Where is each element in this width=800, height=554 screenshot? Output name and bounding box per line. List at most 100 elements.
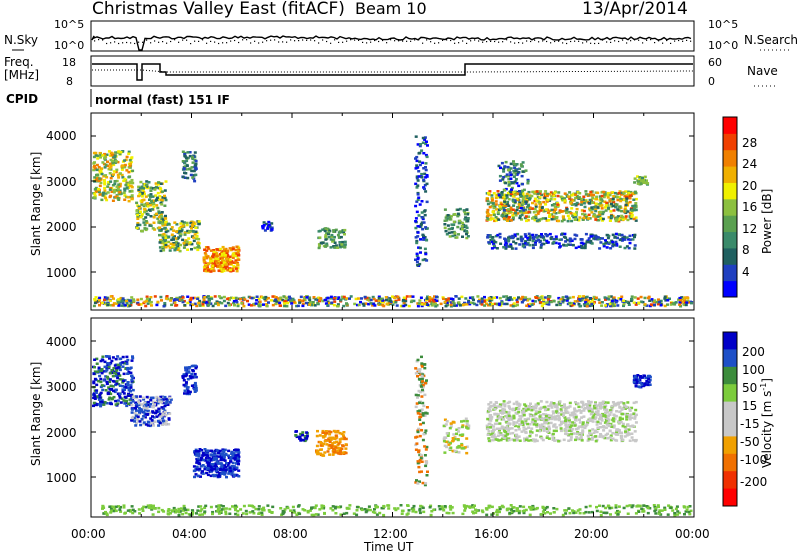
heatmap-cell — [449, 446, 453, 449]
heatmap-cell — [343, 240, 347, 244]
heatmap-cell — [182, 373, 186, 376]
noise-search-point — [162, 41, 164, 43]
heatmap-cell — [448, 218, 452, 221]
heatmap-cell — [684, 303, 688, 307]
heatmap-cell — [450, 223, 454, 226]
heatmap-cell — [92, 155, 96, 159]
heatmap-cell — [527, 232, 531, 236]
heatmap-cell — [336, 446, 340, 449]
heatmap-cell — [490, 204, 494, 208]
heatmap-cell — [299, 439, 303, 442]
heatmap-cell — [447, 300, 451, 303]
heatmap-cell — [159, 400, 163, 403]
heatmap-cell — [373, 304, 377, 307]
heatmap-cell — [130, 397, 133, 400]
heatmap-cell — [301, 438, 305, 442]
heatmap-cell — [207, 247, 211, 251]
heatmap-cell — [652, 300, 656, 304]
heatmap-cell — [137, 400, 141, 403]
heatmap-cell — [442, 297, 445, 301]
heatmap-cell — [102, 175, 106, 178]
heatmap-cell — [508, 422, 512, 425]
heatmap-cell — [121, 388, 125, 391]
heatmap-cell — [121, 390, 125, 393]
heatmap-cell — [614, 301, 618, 304]
heatmap-cell — [142, 421, 146, 424]
heatmap-cell — [598, 214, 602, 218]
heatmap-cell — [570, 301, 574, 305]
heatmap-cell — [507, 238, 511, 241]
heatmap-cell — [420, 304, 424, 308]
heatmap-cell — [321, 429, 325, 433]
heatmap-cell — [193, 246, 197, 250]
heatmap-cell — [202, 260, 206, 263]
freq-panel: Freq. [MHz] 18 8 60 0 Nave — [4, 55, 778, 88]
heatmap-cell — [94, 190, 98, 194]
heatmap-cell — [107, 150, 111, 153]
heatmap-cell — [414, 204, 418, 208]
heatmap-cell — [424, 190, 428, 193]
heatmap-cell — [183, 221, 186, 224]
heatmap-cell — [203, 448, 207, 451]
heatmap-cell — [114, 151, 118, 154]
power-axis-ticks — [90, 113, 695, 310]
heatmap-cell — [126, 196, 130, 199]
heatmap-cell — [283, 302, 286, 305]
heatmap-cell — [106, 164, 110, 168]
heatmap-cell — [176, 242, 180, 245]
heatmap-cell — [491, 302, 495, 306]
heatmap-cell — [522, 202, 526, 205]
heatmap-cell — [465, 437, 469, 440]
heatmap-cell — [422, 152, 426, 155]
heatmap-cell — [338, 438, 342, 441]
heatmap-cell — [228, 255, 232, 258]
heatmap-cell — [121, 301, 125, 305]
heatmap-cell — [561, 197, 564, 200]
noise-search-point — [502, 41, 504, 43]
heatmap-cell — [511, 216, 515, 219]
heatmap-cell — [156, 420, 160, 423]
heatmap-cell — [536, 192, 540, 195]
heatmap-cell — [226, 301, 230, 305]
heatmap-cell — [575, 427, 579, 431]
heatmap-cell — [97, 366, 101, 369]
heatmap-cell — [171, 236, 175, 239]
heatmap-cell — [564, 295, 568, 298]
heatmap-cell — [525, 198, 529, 202]
heatmap-cell — [209, 474, 213, 478]
heatmap-cell — [270, 222, 274, 225]
heatmap-cell — [588, 417, 592, 420]
heatmap-cell — [114, 357, 118, 361]
heatmap-cell — [608, 304, 612, 308]
heatmap-cell — [322, 454, 326, 457]
heatmap-cell — [207, 465, 210, 468]
heatmap-cell — [606, 191, 610, 195]
power-colorbar-swatch — [723, 231, 737, 249]
heatmap-cell — [423, 247, 427, 251]
noise-search-point — [638, 39, 640, 41]
heatmap-cell — [186, 151, 190, 154]
power-ytick-4000: 4000 — [46, 129, 77, 143]
heatmap-cell — [105, 176, 109, 179]
power-cbar-tick-8: 8 — [742, 243, 750, 257]
noise-search-point — [530, 40, 532, 43]
heatmap-cell — [536, 212, 540, 215]
heatmap-cell — [93, 370, 97, 373]
heatmap-cell — [412, 299, 416, 303]
noise-search-point — [238, 41, 240, 44]
heatmap-cell — [226, 297, 230, 301]
heatmap-cell — [633, 296, 637, 299]
heatmap-cell — [577, 425, 581, 428]
heatmap-cell — [425, 175, 429, 178]
noise-search-point — [498, 41, 500, 43]
heatmap-cell — [232, 301, 236, 305]
heatmap-cell — [532, 211, 536, 214]
heatmap-cell — [144, 228, 148, 232]
heatmap-cell — [160, 198, 164, 202]
heatmap-cell — [195, 451, 199, 454]
heatmap-cell — [510, 418, 514, 421]
heatmap-cell — [613, 417, 617, 421]
heatmap-cell — [496, 434, 500, 437]
heatmap-cell — [173, 221, 177, 224]
heatmap-cell — [234, 259, 238, 262]
